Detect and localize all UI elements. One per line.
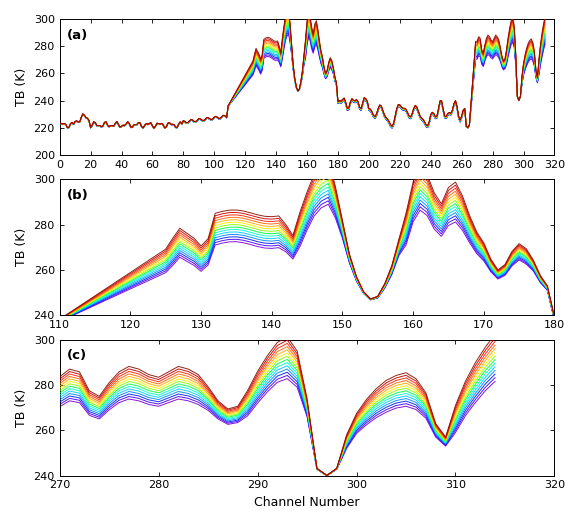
- X-axis label: Channel Number: Channel Number: [254, 496, 360, 509]
- Y-axis label: TB (K): TB (K): [15, 228, 28, 266]
- Y-axis label: TB (K): TB (K): [15, 68, 28, 106]
- Y-axis label: TB (K): TB (K): [15, 388, 28, 427]
- Text: (a): (a): [67, 28, 88, 41]
- Text: (b): (b): [67, 189, 89, 202]
- Text: (c): (c): [67, 349, 87, 362]
